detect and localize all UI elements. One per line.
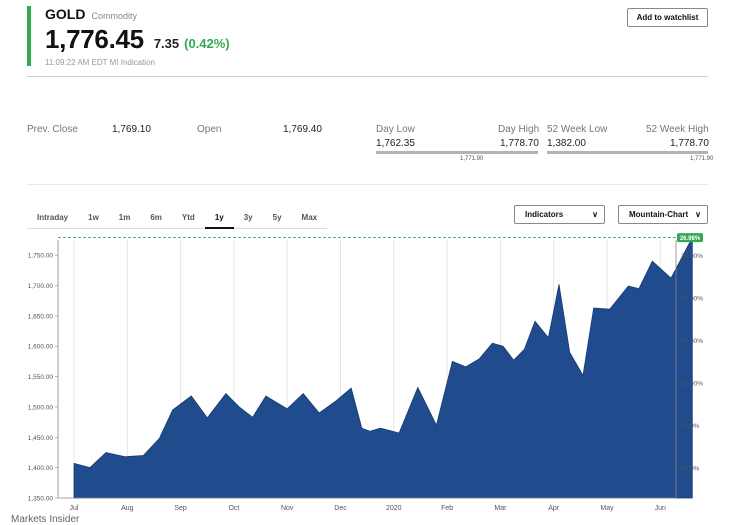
symbol-type: Commodity (91, 11, 137, 21)
x-tick-label: Nov (281, 505, 294, 512)
x-tick-label: Mar (494, 505, 507, 512)
add-to-watchlist-button[interactable]: Add to watchlist (627, 8, 708, 27)
open-label: Open (197, 124, 222, 135)
footer-source: Markets Insider (11, 514, 80, 525)
tab-ytd[interactable]: Ytd (171, 207, 205, 229)
y-tick-label-pct: 10.00% (681, 380, 703, 387)
timeframe-tabs: Intraday 1w 1m 6m Ytd 1y 3y 5y Max (27, 207, 328, 229)
price-change-percent: (0.42%) (184, 36, 230, 51)
area-series (73, 237, 693, 499)
52wk-high-label: 52 Week High (646, 124, 709, 135)
tab-1m[interactable]: 1m (108, 207, 141, 229)
52wk-range-bar (547, 151, 708, 154)
52wk-range-current: 1,771.90 (690, 156, 714, 162)
open-value: 1,769.40 (283, 124, 322, 135)
x-tick-label: Jun (655, 505, 666, 512)
indicators-label: Indicators (525, 210, 564, 219)
y-axis-left: 1,350.00 1,400.00 1,450.00 1,500.00 1,550.00… (28, 253, 54, 503)
last-value-badge: 26.98% (58, 233, 703, 243)
last-value-badge-text: 26.98% (680, 236, 701, 242)
quote-timestamp: 11:09:22 AM EDT MI Indication (45, 58, 155, 67)
y-tick-label: 1,650.00 (28, 313, 54, 320)
x-tick-label: Oct (228, 505, 239, 512)
y-tick-label: 1,550.00 (28, 374, 54, 381)
y-axis-right: 0.00% 5.00% 10.00% 15.00% 20.00% 25.00% (681, 253, 703, 472)
last-value-badge-bg (677, 233, 703, 243)
y-tick-label: 1,700.00 (28, 283, 54, 290)
y-tick-label: 1,450.00 (28, 435, 54, 442)
52wk-low-label: 52 Week Low (547, 124, 608, 135)
day-range-bar (376, 151, 538, 154)
price-area (73, 237, 693, 499)
day-high-value: 1,778.70 (500, 138, 539, 149)
chart-type-dropdown[interactable]: Mountain-Chart ∨ (618, 205, 708, 224)
prev-close-value: 1,769.10 (112, 124, 151, 135)
quote-header: GOLD Commodity 1,776.45 7.35 (0.42%) 11:… (27, 6, 230, 67)
indicators-dropdown[interactable]: Indicators ∨ (514, 205, 605, 224)
tab-6m[interactable]: 6m (140, 207, 172, 229)
tab-1w[interactable]: 1w (78, 207, 109, 229)
y-tick-label: 1,600.00 (28, 344, 54, 351)
x-tick-label: Dec (334, 505, 347, 512)
day-low-label: Day Low (376, 124, 415, 135)
tab-intraday[interactable]: Intraday (27, 207, 79, 229)
chevron-down-icon: ∨ (592, 210, 598, 219)
y-tick-label: 1,750.00 (28, 253, 54, 260)
price-change: 7.35 (153, 36, 180, 51)
y-tick-label: 1,350.00 (28, 496, 54, 503)
tab-max[interactable]: Max (291, 207, 328, 229)
chart-type-label: Mountain-Chart (629, 210, 689, 219)
52wk-low-value: 1,382.00 (547, 138, 586, 149)
y-tick-label-pct: 25.00% (681, 253, 703, 260)
header-divider (27, 76, 708, 77)
x-tick-label: May (600, 505, 614, 512)
tab-3y[interactable]: 3y (233, 207, 263, 229)
day-range-current: 1,771.90 (460, 156, 484, 162)
y-tick-label: 1,400.00 (28, 465, 54, 472)
prev-close-label: Prev. Close (27, 124, 78, 135)
y-tick-label-pct: 15.00% (681, 338, 703, 345)
tab-5y[interactable]: 5y (262, 207, 292, 229)
day-low-value: 1,762.35 (376, 138, 415, 149)
last-price: 1,776.45 (45, 24, 144, 54)
symbol: GOLD (45, 6, 86, 22)
x-tick-label: Sep (174, 505, 187, 512)
x-axis: Jul Aug Sep Oct Nov Dec 2020 Feb Mar Apr May Jun (70, 505, 667, 512)
x-tick-label: Feb (441, 505, 453, 512)
x-tick-label: Aug (121, 505, 134, 512)
y-tick-label: 1,500.00 (28, 404, 54, 411)
stats-divider (27, 184, 708, 185)
52wk-high-value: 1,778.70 (670, 138, 709, 149)
tab-1y[interactable]: 1y (204, 207, 234, 229)
day-high-label: Day High (498, 124, 540, 135)
y-tick-label-pct: 0.00% (681, 465, 700, 472)
chart-axes (55, 240, 677, 499)
x-tick-label: Apr (548, 505, 560, 512)
price-chart[interactable]: 1,350.00 1,400.00 1,450.00 1,500.00 1,550.00… (0, 230, 750, 525)
x-tick-label: Jul (70, 505, 79, 512)
y-tick-label-pct: 5.00% (681, 423, 700, 430)
y-tick-label-pct: 20.00% (681, 296, 703, 303)
x-tick-label: 2020 (386, 505, 402, 512)
chevron-down-icon: ∨ (695, 210, 701, 219)
